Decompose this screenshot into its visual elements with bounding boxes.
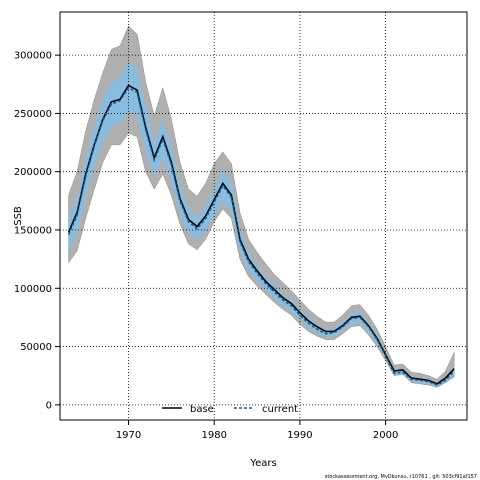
x-axis: 1970 1980 1990 2000 [116,420,398,441]
series-lines [67,84,455,386]
x-tick-label-1990: 1990 [287,430,312,441]
current-confidence-band-group [68,62,455,387]
y-tick-label-0: 0 [46,400,52,411]
y-tick-label-100000: 100000 [14,284,52,295]
current-confidence-band [68,62,455,387]
y-tick-label-250000: 250000 [14,109,52,120]
y-axis: 0 50000 100000 150000 200000 250000 300000 [14,51,60,411]
x-tick-label-1970: 1970 [116,430,141,441]
legend-label-current: current [262,404,298,415]
x-tick-label-2000: 2000 [373,430,398,441]
x-tick-label-1980: 1980 [202,430,227,441]
legend: base current [162,404,298,415]
base-confidence-band [68,25,455,388]
x-axis-label: Years [249,458,276,469]
plot-frame [59,11,468,421]
series-line-current [67,86,455,386]
y-tick-label-300000: 300000 [14,51,52,62]
footnote: stockassessment.org, MvDkunsu, r10761 , … [325,474,477,480]
y-tick-label-150000: 150000 [14,225,52,236]
grid-lines [60,12,467,420]
legend-label-base: base [190,404,214,415]
y-tick-label-50000: 50000 [20,342,52,353]
base-confidence-band-group [68,25,455,388]
y-tick-label-200000: 200000 [14,167,52,178]
y-axis-label: SSB [13,206,24,226]
